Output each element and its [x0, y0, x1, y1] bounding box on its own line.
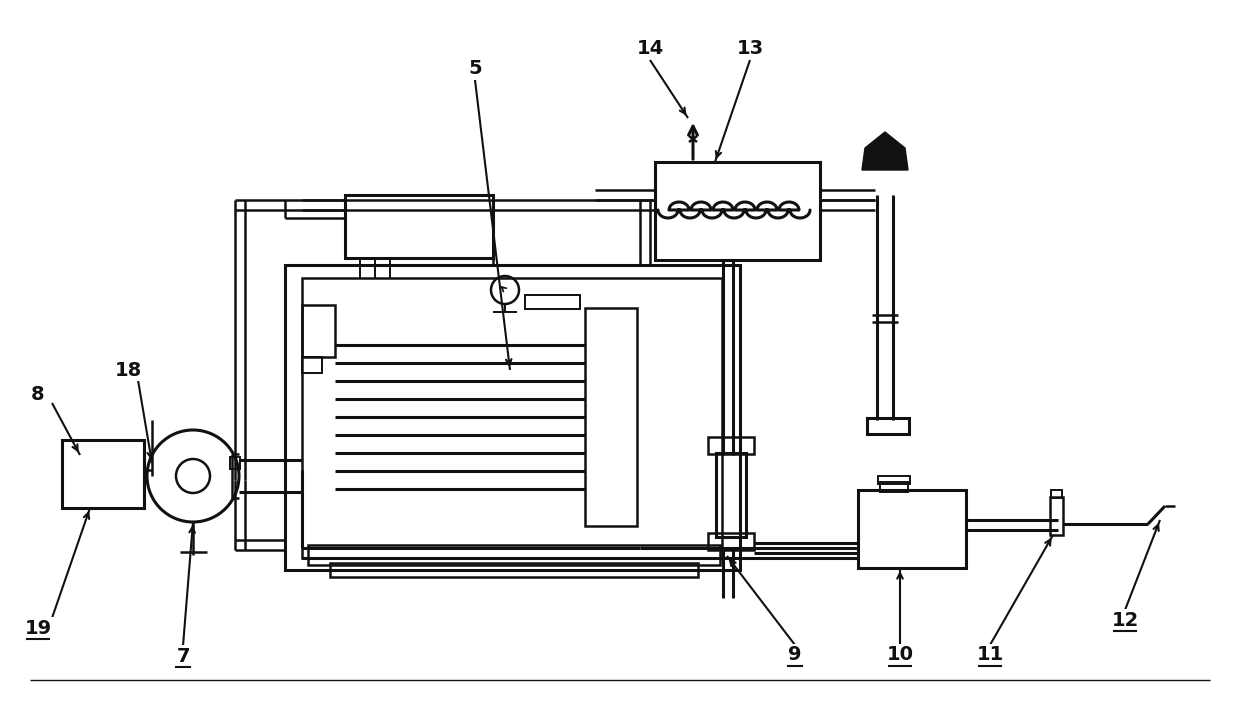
Bar: [585, 308, 637, 526]
Bar: [525, 295, 580, 309]
Text: 18: 18: [114, 361, 141, 380]
Bar: [62, 440, 144, 508]
Bar: [345, 195, 494, 258]
Polygon shape: [862, 132, 908, 170]
Bar: [715, 453, 746, 537]
Bar: [708, 437, 754, 454]
Text: 8: 8: [31, 385, 45, 404]
Bar: [1050, 497, 1063, 535]
Text: 7: 7: [176, 647, 190, 666]
Bar: [655, 162, 820, 260]
Bar: [285, 265, 740, 570]
Bar: [878, 476, 910, 484]
Bar: [303, 357, 322, 373]
Bar: [867, 418, 909, 434]
Text: 14: 14: [636, 39, 663, 58]
Bar: [303, 305, 335, 357]
Text: 11: 11: [976, 645, 1003, 664]
Text: 5: 5: [469, 58, 482, 77]
Bar: [858, 490, 966, 568]
Bar: [708, 533, 754, 550]
Bar: [303, 278, 722, 558]
Bar: [880, 482, 908, 492]
Text: 13: 13: [737, 39, 764, 58]
Bar: [330, 563, 698, 577]
Bar: [229, 457, 241, 469]
Bar: [1052, 490, 1061, 498]
Text: 9: 9: [789, 645, 802, 664]
Text: 12: 12: [1111, 610, 1138, 629]
Text: 10: 10: [887, 645, 914, 664]
Text: 19: 19: [25, 619, 52, 638]
Bar: [308, 545, 720, 565]
